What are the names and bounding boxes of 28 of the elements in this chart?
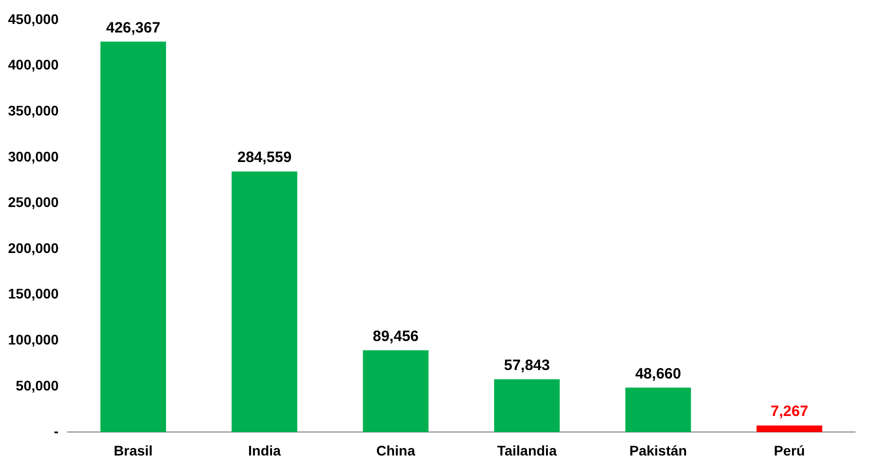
y-tick-label: 150,000	[8, 286, 59, 302]
data-label: 48,660	[635, 365, 682, 382]
data-label: 89,456	[372, 328, 419, 345]
data-label: 7,267	[770, 403, 808, 420]
bar	[232, 172, 298, 432]
bar	[494, 379, 560, 432]
x-tick-label: Tailandia	[497, 442, 557, 458]
y-tick-label: 200,000	[8, 240, 59, 256]
y-tick-label: 100,000	[8, 331, 59, 348]
x-tick-label: China	[376, 442, 416, 458]
bar	[362, 350, 428, 432]
data-label: 57,843	[504, 356, 550, 374]
bar	[625, 388, 691, 432]
y-tick-label: 250,000	[8, 194, 59, 210]
x-tick-label: Perú	[774, 442, 805, 458]
y-tick-label: -	[54, 423, 59, 440]
data-label: 426,367	[106, 19, 160, 36]
y-tick-label: 400,000	[8, 56, 59, 73]
y-tick-label: 300,000	[8, 148, 59, 164]
y-tick-label: 350,000	[8, 102, 59, 118]
bar	[100, 42, 166, 432]
y-tick-label: 50,000	[16, 377, 59, 394]
bar	[756, 426, 822, 432]
x-tick-label: Brasil	[114, 442, 153, 458]
y-tick-label: 450,000	[8, 10, 59, 27]
data-label: 284,559	[237, 149, 292, 166]
x-tick-label: Pakistán	[629, 442, 687, 458]
x-tick-label: India	[248, 442, 281, 458]
